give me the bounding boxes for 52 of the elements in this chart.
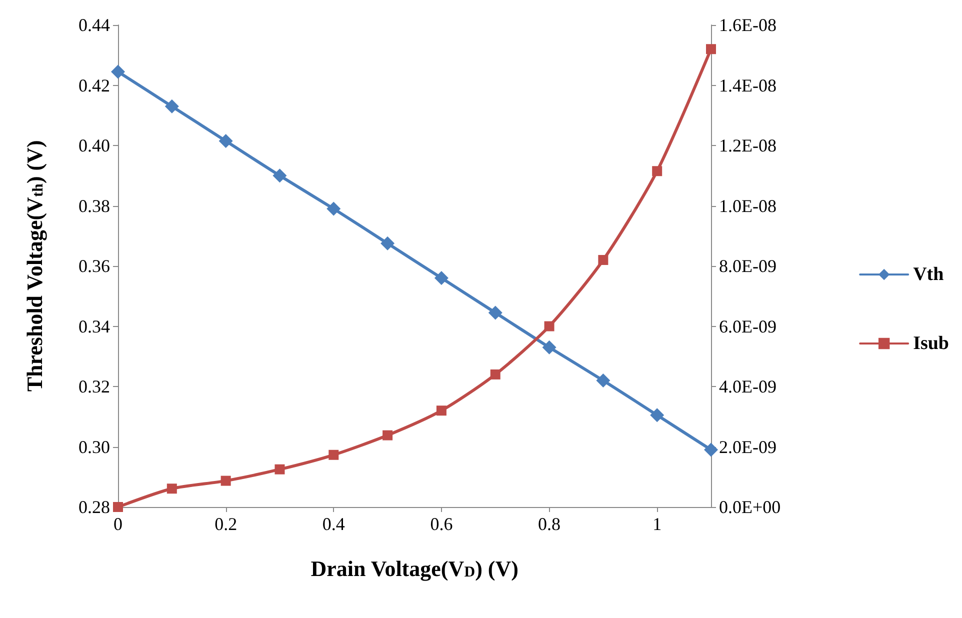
y2-tick-label: 1.6E-08	[719, 15, 776, 35]
x-tick-label: 0.4	[322, 514, 345, 534]
point	[544, 321, 554, 332]
legend-label: Vth	[913, 264, 944, 285]
point	[490, 369, 500, 380]
y-tick-label: 0.34	[78, 316, 110, 336]
y2-tick-label: 8.0E-09	[719, 256, 776, 276]
y2-tick-label: 6.0E-09	[719, 316, 776, 336]
y2-tick-label: 4.0E-09	[719, 376, 776, 396]
point	[164, 99, 179, 114]
y2-tick-label: 1.0E-08	[719, 196, 776, 216]
x-tick-label: 0.6	[430, 514, 453, 534]
x-tick-label: 0.8	[538, 514, 561, 534]
point	[380, 236, 395, 250]
point	[326, 202, 341, 216]
point	[274, 464, 285, 474]
y-tick-label: 0.28	[78, 497, 110, 517]
point	[434, 271, 448, 286]
y-tick-label: 0.32	[78, 376, 110, 396]
point	[113, 502, 123, 512]
point	[111, 64, 125, 79]
point	[704, 442, 718, 457]
point	[166, 484, 177, 494]
x-tick-label: 0	[114, 514, 122, 534]
y-tick-label: 0.44	[78, 15, 110, 35]
y-tick-label: 0.40	[78, 136, 110, 156]
x-tick-label: 0.2	[214, 514, 238, 534]
y-tick-label: 0.42	[78, 75, 110, 96]
point	[436, 406, 446, 416]
y-tick-label: 0.30	[78, 436, 110, 457]
y2-tick-label: 1.4E-08	[719, 75, 776, 96]
point	[598, 254, 608, 265]
point	[542, 340, 556, 354]
point	[218, 134, 233, 148]
y-tick-label: 0.36	[78, 256, 110, 276]
point	[220, 476, 231, 486]
y2-tick-label: 2.0E-09	[719, 436, 776, 457]
y2-tick-label: 1.2E-08	[719, 136, 776, 156]
point	[328, 450, 339, 460]
y-axis-title: Threshold Voltage(Vth) (V)	[22, 140, 47, 392]
point	[650, 408, 664, 422]
point	[488, 306, 502, 320]
point	[382, 430, 393, 440]
x-tick-label: 1	[652, 514, 662, 534]
legend-label: Isub	[913, 333, 949, 354]
point	[652, 166, 662, 176]
x-axis-title: Drain Voltage(VD) (V)	[310, 556, 518, 581]
y2-tick-label: 0.0E+00	[719, 497, 781, 517]
y-tick-label: 0.38	[78, 196, 110, 216]
point	[596, 373, 610, 388]
point	[272, 168, 287, 183]
point	[706, 44, 716, 54]
